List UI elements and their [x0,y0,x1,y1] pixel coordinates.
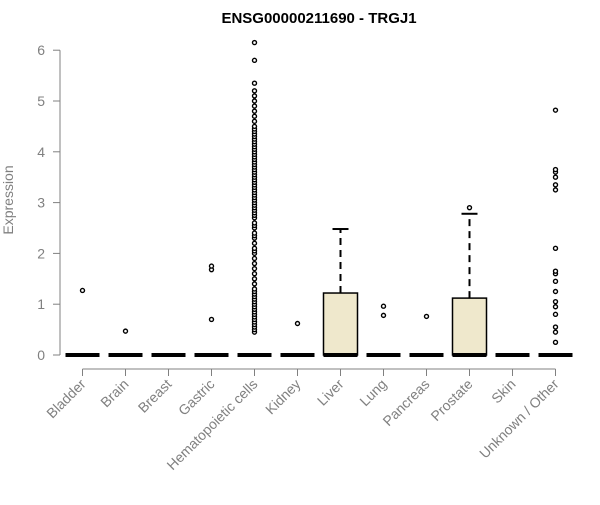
y-tick-label: 0 [37,347,45,363]
outlier-point [251,245,258,252]
outlier-point [251,260,258,267]
outlier-point [251,286,258,292]
y-axis-label: Expression [0,165,16,234]
x-tick-label: Lung [356,376,389,409]
y-tick-label: 6 [37,42,45,58]
outlier-point [552,182,559,188]
outlier-point [251,265,258,272]
box-group [237,39,272,357]
outlier-point [466,204,473,211]
outlier-point [552,187,559,193]
box-group [538,107,573,357]
outlier-point [423,313,430,320]
outlier-point [380,303,387,309]
x-tick-label: Liver [314,376,347,409]
outlier-point [251,271,258,277]
outlier-point [251,103,258,109]
outlier-point [552,174,559,180]
outlier-point [552,329,559,335]
outlier-point [294,320,301,327]
outlier-point [208,263,215,269]
x-tick-label: Prostate [427,376,475,424]
outlier-point [251,220,258,226]
outlier-point [552,107,559,113]
outlier-point [251,255,258,262]
y-tick-label: 2 [37,245,45,261]
outlier-point [251,98,258,104]
box-series [65,39,573,357]
x-tick-label: Unknown / Other [476,376,562,462]
box-iqr [322,292,359,356]
outlier-point [552,268,559,274]
y-tick-label: 1 [37,296,45,312]
box-group [194,263,229,357]
x-tick-label: Skin [488,376,519,407]
outlier-point [251,88,258,94]
box-group [108,328,143,357]
outlier-point [251,113,258,119]
outlier-point [251,123,258,130]
x-tick-label: Brain [97,376,131,410]
box-group [280,320,315,357]
y-tick-label: 3 [37,195,45,211]
x-tick-label: Breast [135,376,175,416]
outlier-point [79,287,86,294]
x-tick-label: Gastric [175,376,218,419]
box-group [409,313,444,357]
outlier-point [552,298,559,305]
outlier-point [552,245,559,252]
y-tick-label: 4 [37,144,45,160]
outlier-point [251,240,258,246]
outlier-point [552,304,559,310]
outlier-point [251,276,258,282]
outlier-point [122,328,129,334]
outlier-point [552,278,559,285]
outlier-point [251,281,258,287]
box-group [366,303,401,357]
outlier-point [251,39,258,46]
outlier-point [552,311,559,318]
box-group [451,204,488,357]
outlier-point [251,230,258,236]
x-tick-label: Kidney [262,376,304,418]
chart-title: ENSG00000211690 - TRGJ1 [221,10,416,27]
outlier-point [380,312,387,319]
outlier-point [552,166,559,173]
x-tick-label: Pancreas [379,376,432,429]
x-tick-label: Bladder [43,376,89,422]
outlier-point [251,80,258,86]
outlier-point [251,93,258,99]
outlier-point [251,118,258,125]
outlier-point [251,108,258,114]
outlier-point [552,288,559,295]
outlier-point [552,324,559,330]
outlier-point [251,57,258,64]
outlier-point [552,339,559,345]
box-group [65,287,100,357]
box-group [322,228,359,357]
y-axis: 0 1 2 3 4 5 6 [37,42,61,363]
box-iqr [451,297,488,356]
outlier-point [208,316,215,323]
y-tick-label: 5 [37,93,45,109]
